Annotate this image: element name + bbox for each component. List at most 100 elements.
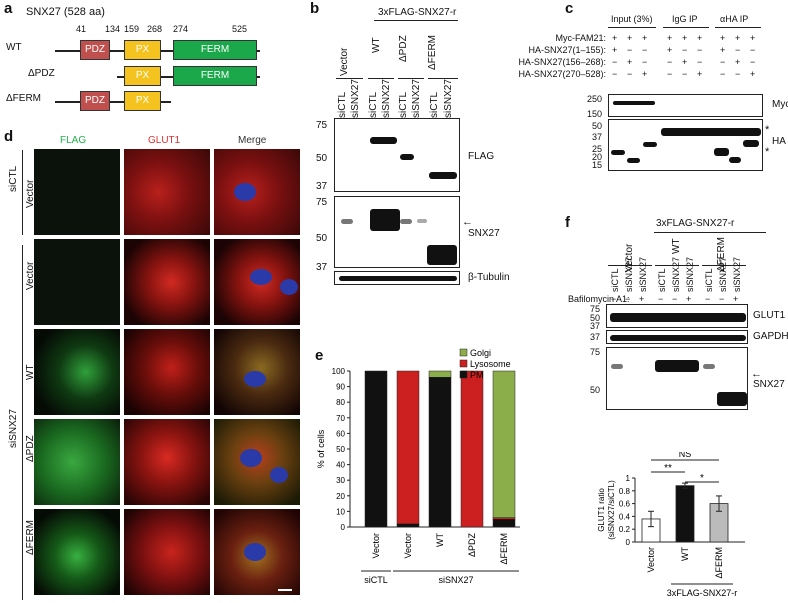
panel-label-b: b [310,0,320,17]
lane-label: siSNX27 [718,256,728,292]
sign-cell: − [642,57,648,67]
group-underline [655,265,699,266]
micrograph-glut1-row2 [124,239,210,325]
mw-marker: 250 [587,94,603,104]
sign-cell: − [627,45,633,55]
protein-title: SNX27 (528 aa) [26,6,105,18]
header-line [715,27,761,28]
construct-label: ΔFERM [6,93,42,104]
px-domain: PX [124,66,161,86]
arrow-indicator: ← [462,216,473,228]
y-tick-label: 70 [336,414,345,423]
panel-label-c: c [565,0,574,17]
lane-label: siSNX27 [671,256,681,292]
sign-cell: + [735,33,741,43]
y-tick-label: 50 [336,445,345,454]
bafilomycin-sign: + [639,294,645,304]
residue-number: 268 [147,24,163,34]
residue-number: 41 [76,24,87,34]
bafilomycin-sign: + [686,294,692,304]
y-tick-label: 40 [336,461,345,470]
construct-header: 3xFLAG-SNX27-r [656,218,735,229]
mw-marker: 75 [316,197,328,208]
group-label: siSNX27 [438,575,473,585]
micrograph-flag-row5 [34,509,120,595]
y-tick-label: 0.8 [619,487,631,496]
y-tick-label: 20 [336,492,345,501]
mw-marker: 75 [590,304,601,314]
sign-cell: + [720,33,726,43]
blot-label: FLAG [468,151,495,162]
sign-cell: − [642,45,648,55]
panel-label-d: d [4,128,14,145]
x-tick-label: Vector [646,547,656,573]
sign-cell: + [750,33,756,43]
sign-cell: − [720,69,726,79]
lane-label: siSNX27 [732,256,742,292]
sign-cell: + [735,57,741,67]
snx27-blot [606,347,748,410]
x-tick-label: ΔFERM [499,533,509,565]
px-domain: PX [124,40,161,60]
residue-number: 274 [173,24,189,34]
lane-label: siCTL [429,91,440,118]
construct-label: ΔPDZ [28,68,55,79]
group-underline [702,265,746,266]
y-tick-label: 60 [336,429,345,438]
header-line [663,27,709,28]
sign-cell: + [627,57,633,67]
sign-cell: + [642,69,648,79]
construct-label: WT [6,42,22,53]
tubulin-blot [334,271,460,285]
channel-label: FLAG [60,135,87,146]
pdz-domain: PDZ [80,40,110,60]
sign-cell: − [735,45,741,55]
lane-label: siSNX27 [624,256,634,292]
mw-marker: 50 [592,121,603,131]
panel-label-a: a [4,0,13,17]
arrow-indicator: ← [751,368,762,380]
group-bracket [22,150,23,235]
header-line [374,20,458,21]
lane-label: siSNX27 [443,79,454,118]
legend-swatch [459,370,468,379]
group-label: siSNX27 [8,409,19,448]
lane-label: siCTL [704,268,714,292]
micrograph-flag-row3 [34,329,120,415]
group-underline [428,78,458,79]
bar-segment [428,376,452,528]
sign-cell: − [612,57,618,67]
bar-segment [492,518,516,528]
mw-marker: 150 [587,109,603,119]
blot-label: Myc [772,99,788,110]
sign-cell: + [697,33,703,43]
legend-swatch [459,348,468,357]
row-label: HA-SNX27(1–155): [528,45,606,55]
group-underline [336,78,363,79]
sign-cell: + [697,69,703,79]
row-label: Myc-FAM21: [555,33,606,43]
micrograph-glut1-row1 [124,149,210,235]
blot-label: GLUT1 [753,310,786,321]
group-label: WT [671,238,682,254]
group-label: siCTL [364,575,388,585]
group-underline [368,78,394,79]
sign-cell: + [667,45,673,55]
construct-header: 3xFLAG-SNX27-r [378,7,457,18]
y-tick-label: 0 [626,538,631,547]
bar-segment [460,370,484,528]
ferm-domain: FERM [173,40,257,60]
sign-cell: − [735,69,741,79]
mw-marker: 20 [592,152,603,162]
bafilomycin-sign: − [658,294,664,304]
micrograph-merge-row4 [214,419,300,505]
residue-number: 159 [124,24,140,34]
lane-label: siCTL [657,268,667,292]
flag-blot [334,118,460,192]
y-tick-label: 0 [341,523,346,532]
mw-marker: 50 [590,313,601,323]
group-underline [398,78,424,79]
header-line [654,232,766,233]
blot-label: GAPDH [753,331,788,342]
row-label: HA-SNX27(270–528): [518,69,606,79]
